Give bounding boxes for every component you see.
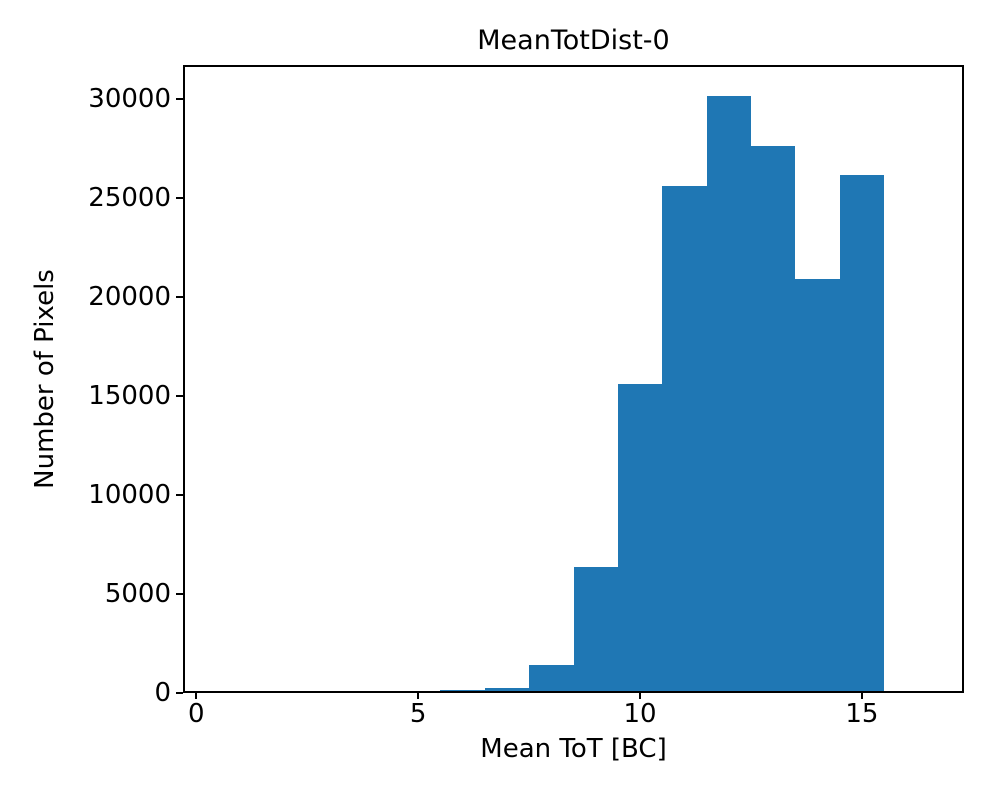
x-tick-label: 15 — [845, 699, 879, 729]
x-axis-label: Mean ToT [BC] — [480, 734, 667, 764]
x-tick — [639, 693, 642, 699]
histogram-bar — [662, 185, 707, 693]
y-tick-label: 10000 — [88, 479, 171, 510]
y-tick — [176, 692, 183, 694]
y-tick — [176, 295, 183, 298]
histogram-bar — [795, 278, 840, 693]
chart-title: MeanTotDist-0 — [477, 25, 670, 56]
plot-area — [183, 65, 964, 693]
histogram-bar — [839, 174, 885, 693]
y-tick-label: 25000 — [88, 182, 171, 213]
x-tick — [195, 693, 198, 699]
x-tick — [417, 693, 420, 699]
y-tick-label: 0 — [154, 678, 171, 708]
y-tick — [176, 196, 183, 199]
x-tick — [860, 693, 863, 699]
histogram-bar — [751, 146, 796, 693]
y-tick — [176, 592, 183, 595]
y-tick-label: 15000 — [88, 380, 171, 411]
x-tick-label: 0 — [188, 699, 205, 729]
y-tick-label: 5000 — [104, 578, 171, 609]
histogram-bar — [617, 383, 663, 693]
histogram-bar — [706, 95, 751, 693]
y-tick — [176, 97, 183, 100]
y-tick-label: 30000 — [88, 83, 171, 114]
histogram-bar — [484, 687, 530, 693]
x-tick-label: 5 — [409, 699, 427, 729]
y-tick — [176, 394, 183, 397]
y-tick — [176, 493, 183, 496]
histogram-bar — [529, 665, 574, 693]
histogram-bar — [573, 567, 618, 693]
x-tick-label: 10 — [623, 699, 657, 729]
plot-bars-layer — [183, 65, 964, 693]
y-tick-label: 20000 — [88, 281, 171, 312]
